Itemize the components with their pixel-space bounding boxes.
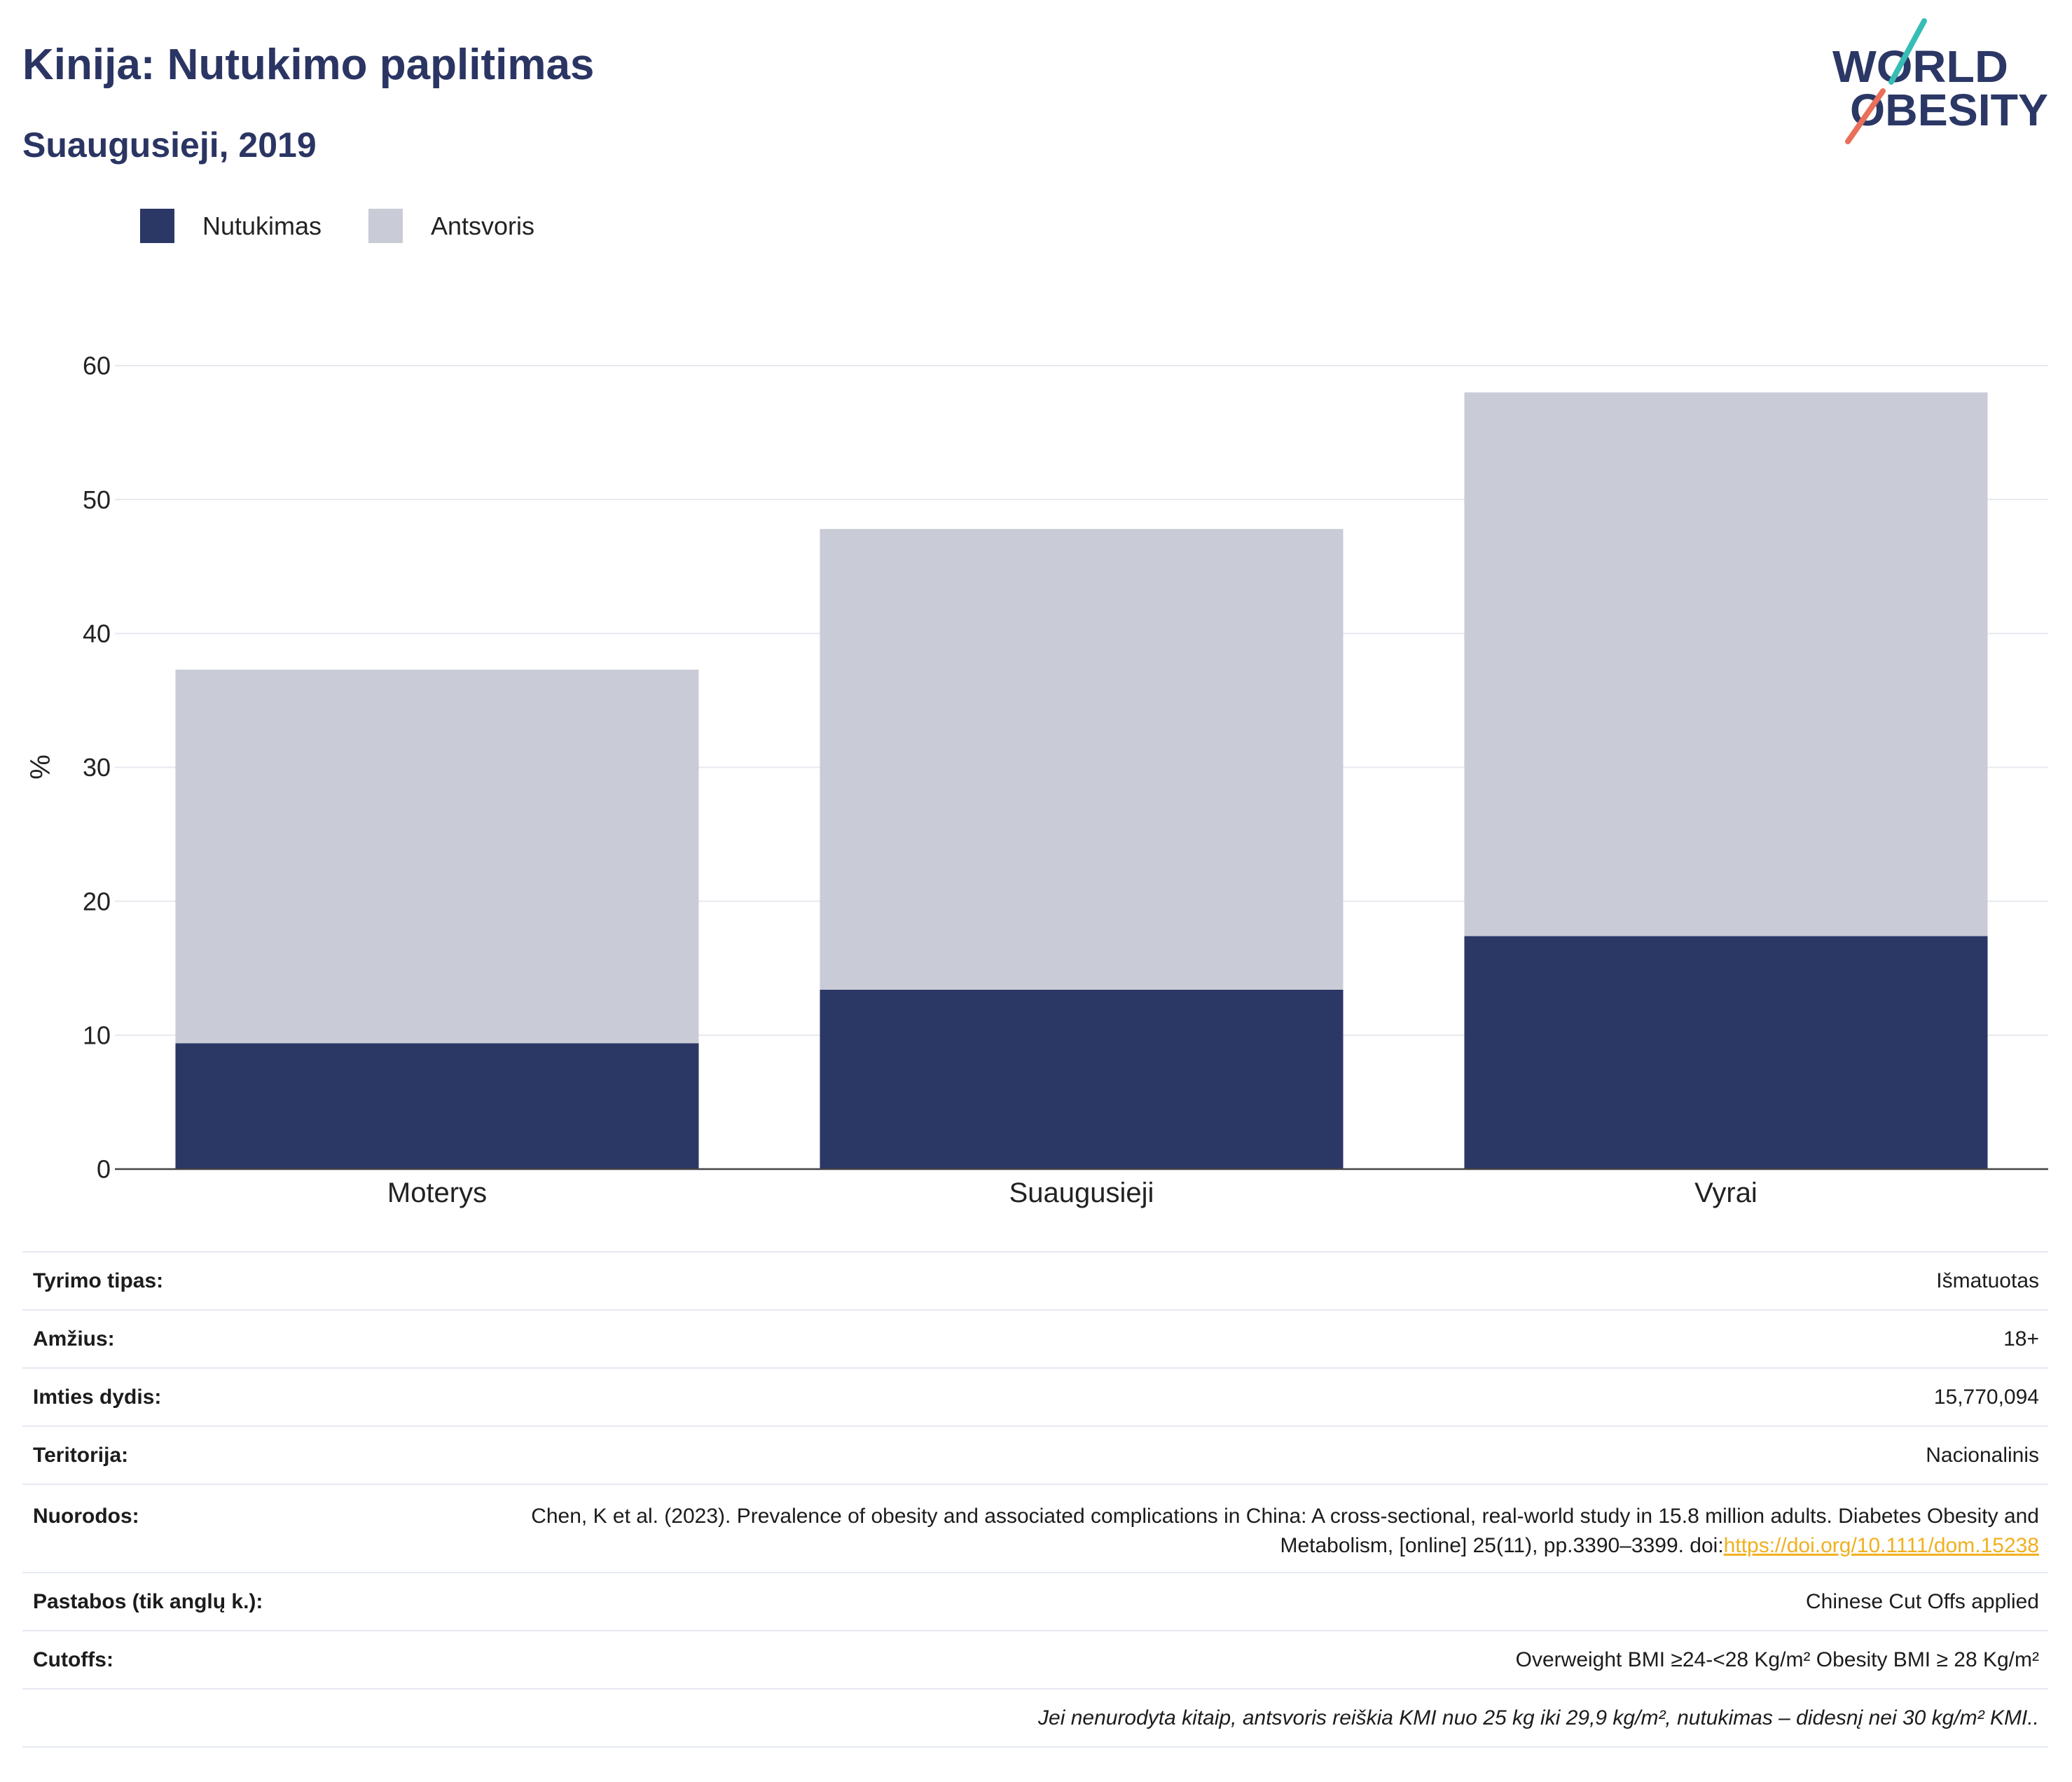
bar-vyrai-antsvoris — [1464, 392, 1988, 937]
axes: 0 10 20 30 40 50 60 Moterys Suaugusieji Vyrai — [83, 352, 2048, 1208]
detail-row-territory: Teritorija: Nacionalinis — [22, 1427, 2048, 1485]
detail-label: Imties dydis: — [33, 1385, 162, 1409]
detail-row-sample-size: Imties dydis: 15,770,094 — [22, 1369, 2048, 1427]
detail-label: Amžius: — [33, 1327, 115, 1351]
y-tick-label: 20 — [83, 887, 111, 916]
detail-value: Chinese Cut Offs applied — [1806, 1589, 2039, 1613]
detail-label: Tyrimo tipas: — [33, 1269, 164, 1292]
chart-title: Kinija: Nutukimo paplitimas — [22, 41, 595, 89]
study-details-table: Tyrimo tipas: Išmatuotas Amžius: 18+ Imt… — [22, 1251, 2048, 1748]
legend-label: Nutukimas — [202, 212, 322, 240]
y-tick-label: 40 — [83, 619, 111, 648]
detail-value: Overweight BMI ≥24-<28 Kg/m² Obesity BMI… — [1515, 1648, 2039, 1671]
bar-suaugusieji-nutukimas — [820, 989, 1344, 1169]
bar-moterys-nutukimas — [175, 1043, 699, 1169]
detail-value: 15,770,094 — [1933, 1385, 2039, 1409]
bar-suaugusieji-antsvoris — [820, 529, 1344, 990]
y-tick-label: 0 — [97, 1155, 111, 1184]
legend-item-nutukimas[interactable]: Nutukimas — [140, 209, 322, 243]
y-tick-label: 10 — [83, 1021, 111, 1049]
reference-value: Chen, K et al. (2023). Prevalence of obe… — [463, 1502, 2039, 1561]
doi-link[interactable]: https://doi.org/10.1111/dom.15238 — [1723, 1534, 2039, 1557]
y-tick-label: 60 — [83, 352, 111, 380]
detail-row-footnote: Jei nenurodyta kitaip, antsvoris reiškia… — [22, 1690, 2048, 1748]
reference-text: Chen, K et al. (2023). Prevalence of obe… — [531, 1505, 2039, 1557]
detail-value: 18+ — [2003, 1327, 2039, 1351]
stacked-bar-chart: 0 10 20 30 40 50 60 Moterys Suaugusieji Vyrai % — [25, 352, 2048, 1208]
legend-swatch-nutukimas — [140, 209, 174, 243]
legend-swatch-antsvoris — [368, 209, 403, 243]
world-obesity-logo: WORLD OBESITY — [1832, 18, 2048, 144]
detail-label: Teritorija: — [33, 1443, 129, 1467]
detail-label: Pastabos (tik anglų k.): — [33, 1589, 263, 1613]
detail-row-age: Amžius: 18+ — [22, 1311, 2048, 1369]
detail-label: Nuorodos: — [33, 1505, 139, 1528]
x-tick-label: Suaugusieji — [1009, 1177, 1154, 1208]
chart-subtitle: Suaugusieji, 2019 — [22, 125, 317, 165]
bars — [175, 392, 1988, 1169]
y-tick-label: 50 — [83, 485, 111, 514]
logo-word-world: WORLD — [1832, 41, 2008, 92]
detail-row-references: Nuorodos: Chen, K et al. (2023). Prevale… — [22, 1485, 2048, 1573]
logo-slash-teal — [1888, 18, 1927, 85]
legend-item-antsvoris[interactable]: Antsvoris — [368, 209, 534, 243]
y-tick-label: 30 — [83, 753, 111, 782]
logo-slash-coral — [1845, 88, 1886, 144]
x-tick-label: Moterys — [387, 1177, 487, 1208]
bar-moterys-antsvoris — [175, 669, 699, 1044]
detail-value: Išmatuotas — [1936, 1269, 2039, 1292]
detail-label: Cutoffs: — [33, 1648, 113, 1671]
detail-row-cutoffs: Cutoffs: Overweight BMI ≥24-<28 Kg/m² Ob… — [22, 1631, 2048, 1690]
legend-label: Antsvoris — [431, 212, 535, 240]
detail-row-notes: Pastabos (tik anglų k.): Chinese Cut Off… — [22, 1573, 2048, 1631]
x-tick-label: Vyrai — [1694, 1177, 1757, 1208]
detail-value: Nacionalinis — [1926, 1443, 2039, 1467]
footnote: Jei nenurodyta kitaip, antsvoris reiškia… — [1038, 1706, 2039, 1729]
detail-row-study-type: Tyrimo tipas: Išmatuotas — [22, 1252, 2048, 1311]
bar-vyrai-nutukimas — [1464, 936, 1988, 1169]
y-axis-title: % — [25, 754, 56, 780]
